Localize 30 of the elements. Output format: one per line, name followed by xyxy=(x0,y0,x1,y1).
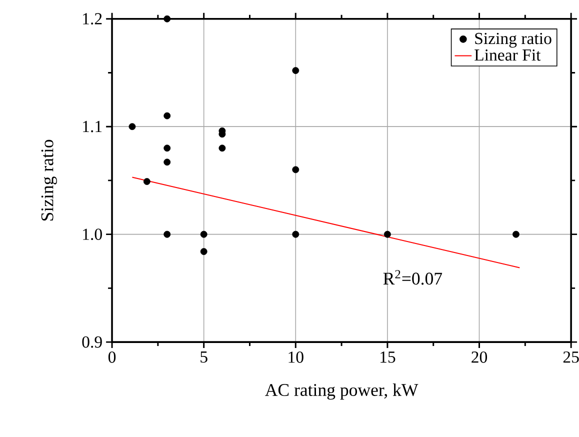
point xyxy=(292,166,300,174)
point xyxy=(292,66,300,74)
y-tick-label: 1.0 xyxy=(83,228,102,240)
y-tick-label: 0.9 xyxy=(82,336,102,348)
x-tick-label: 25 xyxy=(563,351,579,363)
point xyxy=(200,230,208,238)
point xyxy=(512,230,520,238)
point xyxy=(164,230,171,238)
x-axis-title: AC rating power, kW xyxy=(265,383,418,400)
point xyxy=(128,123,136,130)
x-tick-label: 0 xyxy=(108,351,116,363)
point xyxy=(200,248,208,255)
point xyxy=(218,144,226,152)
y-tick-label: 1.2 xyxy=(83,13,102,24)
annotation: R$^{2}$=0.07 xyxy=(383,270,442,285)
point xyxy=(164,15,171,22)
point xyxy=(164,158,171,166)
point xyxy=(164,112,171,120)
point xyxy=(164,144,171,152)
point xyxy=(143,178,150,185)
point xyxy=(292,230,300,238)
point xyxy=(384,230,391,238)
x-tick-label: 20 xyxy=(472,351,488,363)
legend-label: Sizing ratio xyxy=(475,32,552,48)
y-axis-title: Sizing ratio xyxy=(41,140,57,220)
legend-label: Linear Fit xyxy=(474,49,541,61)
x-tick-label: 15 xyxy=(380,351,396,363)
x-tick-label: 5 xyxy=(200,351,208,363)
x-tick-label: 10 xyxy=(288,351,304,363)
y-tick-label: 1.1 xyxy=(83,120,102,132)
